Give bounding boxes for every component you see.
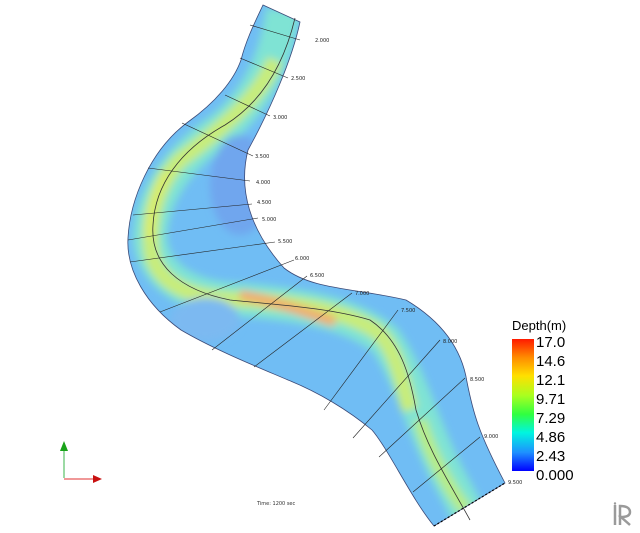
station-label: 6.500 — [310, 273, 324, 279]
downstream-boundary — [433, 482, 506, 527]
depth-colorbar — [512, 339, 534, 471]
cross-section-line — [159, 259, 295, 313]
depth-band-deep-2 — [144, 169, 171, 239]
legend-tick: 2.43 — [536, 448, 566, 465]
cross-sections — [127, 24, 481, 493]
cross-section-line — [224, 94, 271, 117]
station-label: 8.000 — [443, 339, 457, 345]
legend-tick: 12.1 — [536, 372, 566, 389]
orientation-axes — [60, 441, 102, 483]
cross-section-line — [378, 377, 466, 458]
cross-section-line — [127, 217, 259, 241]
station-label: 3.000 — [273, 115, 287, 121]
depth-band-deepest — [239, 290, 337, 327]
station-label: 2.500 — [291, 76, 305, 82]
cross-section-line — [132, 203, 253, 216]
legend-title: Depth(m) — [512, 318, 567, 333]
legend-tick: 7.29 — [536, 410, 566, 427]
station-label: 9.500 — [508, 480, 522, 486]
cross-section-line — [239, 57, 289, 79]
x-axis-arrow-icon — [93, 475, 102, 483]
station-label: 2.000 — [315, 38, 329, 44]
bank-shallow-left — [170, 298, 240, 342]
cross-section-line — [323, 309, 399, 411]
iric-logo-icon — [613, 502, 632, 526]
legend-tick: 9.71 — [536, 391, 566, 408]
y-axis-arrow-icon — [60, 441, 68, 451]
station-label: 5.000 — [262, 217, 276, 223]
station-label: 4.000 — [256, 180, 270, 186]
station-label: 7.500 — [401, 308, 415, 314]
station-label: 3.500 — [255, 154, 269, 160]
cross-section-line — [129, 241, 276, 263]
cross-section-line — [211, 275, 308, 351]
station-label: 8.500 — [470, 377, 484, 383]
legend-tick: 14.6 — [536, 353, 566, 370]
station-label: 7.000 — [355, 291, 369, 297]
legend-tick: 4.86 — [536, 429, 566, 446]
station-label: 5.500 — [278, 239, 292, 245]
station-label: 6.000 — [295, 256, 309, 262]
time-label: Time: 1200 sec — [257, 501, 296, 507]
station-labels: 2.000 2.500 3.000 3.500 4.000 4.500 5.00… — [255, 38, 522, 486]
station-label: 4.500 — [257, 200, 271, 206]
cross-section-line — [412, 436, 481, 493]
river-boundary — [127, 4, 506, 527]
cross-section-line — [253, 292, 353, 368]
depth-band-deep — [142, 56, 418, 413]
cross-section-line — [181, 122, 254, 157]
legend-tick: 0.000 — [536, 467, 574, 484]
legend-ticks: 17.0 14.6 12.1 9.71 7.29 4.86 2.43 0.000 — [536, 335, 574, 483]
cross-section-line — [352, 339, 441, 439]
station-label: 9.000 — [484, 434, 498, 440]
cross-section-line — [147, 167, 251, 182]
legend-tick: 17.0 — [536, 334, 566, 351]
thalweg-line — [152, 17, 471, 521]
cross-section-line — [249, 24, 301, 41]
